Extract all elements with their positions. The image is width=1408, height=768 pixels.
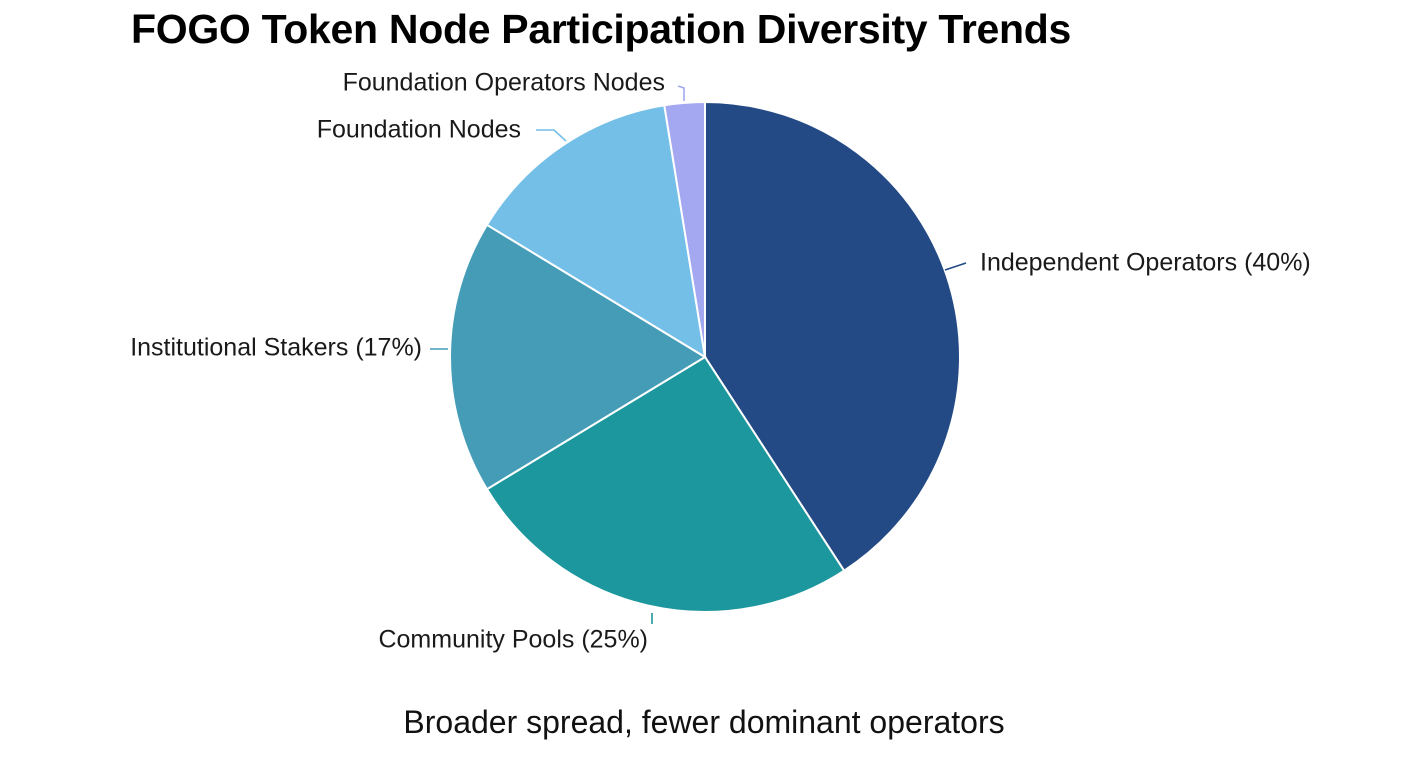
slice-label-5: Foundation Operators Nodes: [343, 69, 665, 97]
slice-labels: Independent Operators (40%) Community Poo…: [130, 69, 1311, 654]
leader-line-4: [536, 129, 567, 142]
pie-slice-4: [485, 104, 707, 359]
pie-slices: [449, 100, 961, 613]
slice-label-1: Independent Operators (40%): [980, 249, 1311, 277]
leader-lines: [430, 85, 967, 624]
slice-label-4: Foundation Nodes: [317, 116, 521, 144]
slice-label-3: Institutional Stakers (17%): [130, 334, 422, 362]
chart-title: FOGO Token Node Participation Diversity …: [131, 6, 1072, 52]
leader-line-1: [944, 262, 967, 271]
pie-slice-5: [663, 100, 706, 358]
leader-line-5: [677, 85, 685, 101]
pie-slice-3: [449, 223, 707, 491]
slice-label-2: Community Pools (25%): [378, 626, 648, 654]
chart-caption: Broader spread, fewer dominant operators: [403, 704, 1005, 740]
pie-slice-2: [485, 355, 846, 613]
